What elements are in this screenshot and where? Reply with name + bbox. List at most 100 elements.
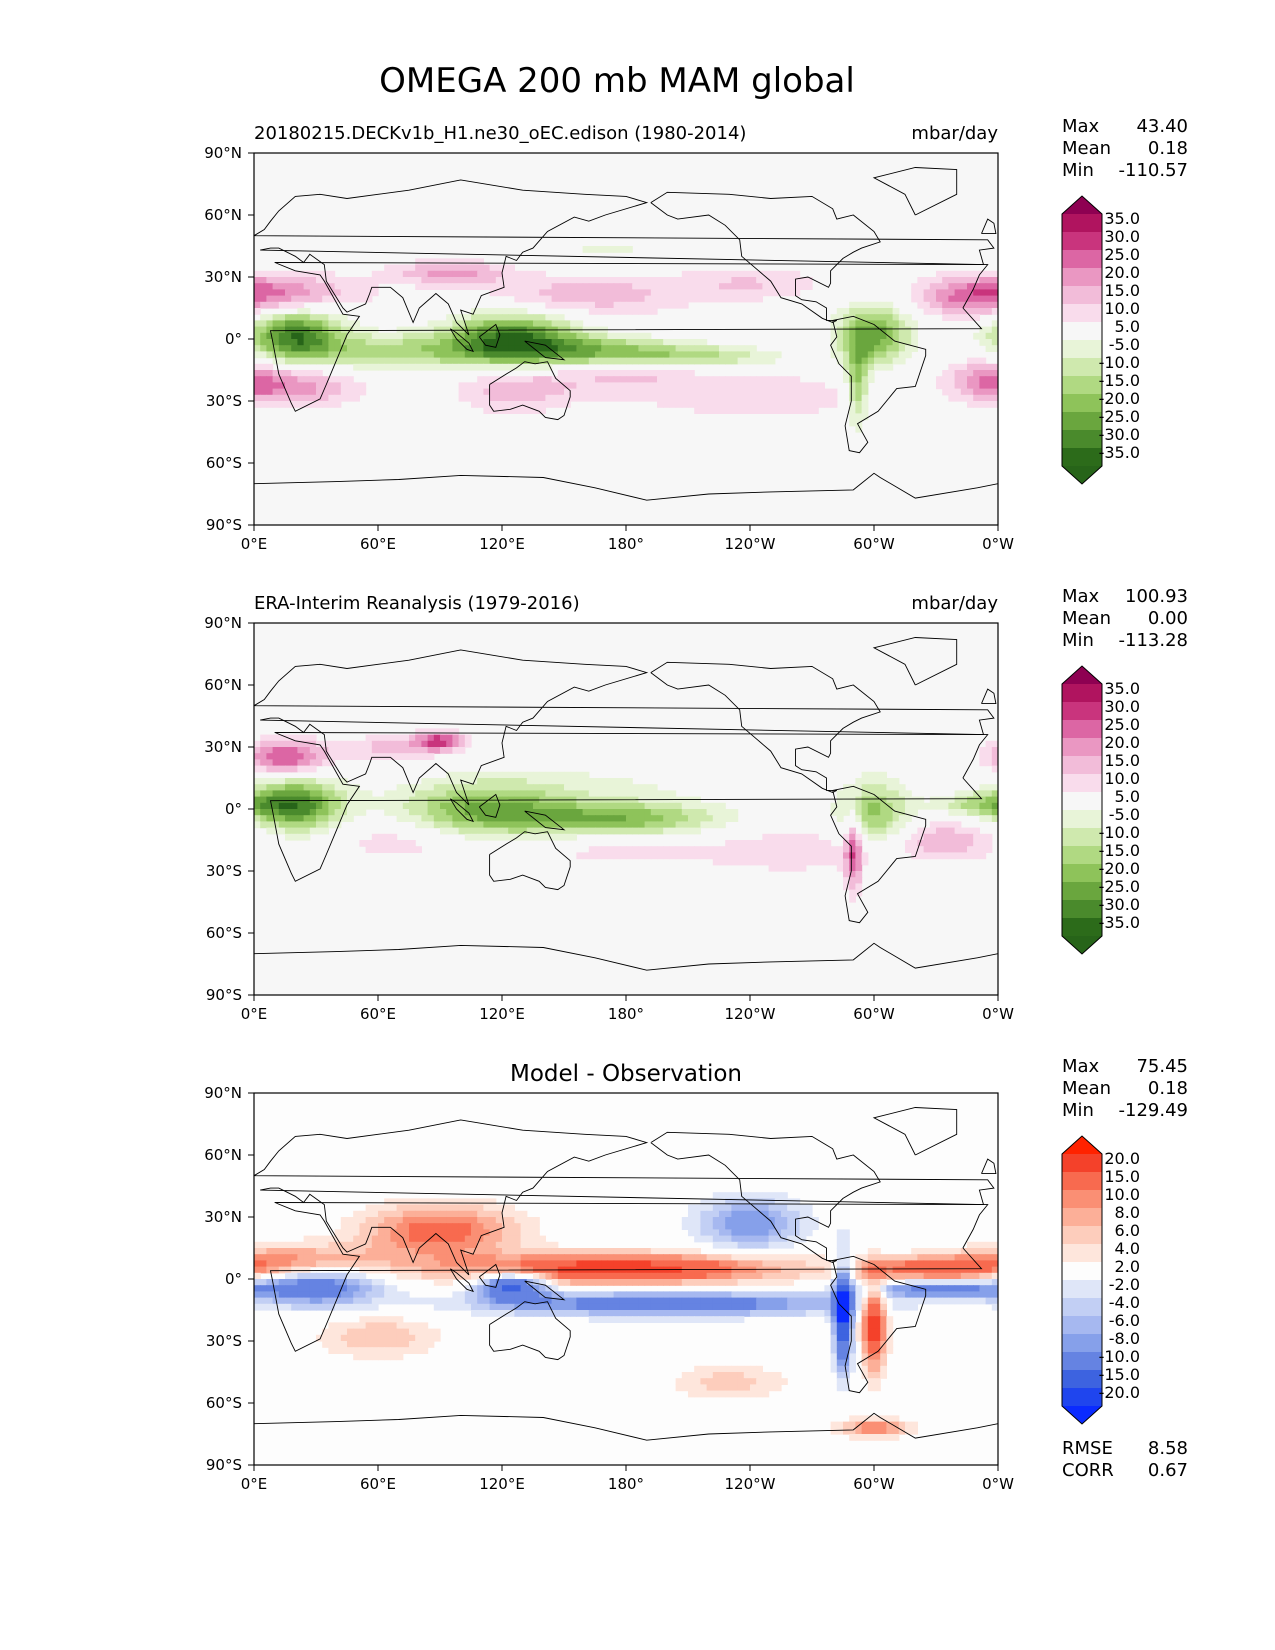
stat-label-max: Max <box>1062 1056 1100 1077</box>
y-tick-label: 60°S <box>206 454 242 472</box>
panel-units: mbar/day <box>911 123 998 144</box>
coastlines <box>254 1107 998 1441</box>
y-tick-label: 30°S <box>206 862 242 880</box>
stat-label-mean: Mean <box>1062 138 1111 159</box>
stat-label-max: Max <box>1062 116 1100 137</box>
colorbar-label: -20.0 <box>1099 1383 1140 1402</box>
colorbar: 20.015.010.08.06.04.02.0-2.0-4.0-6.0-8.0… <box>1061 1135 1140 1425</box>
colorbar-segment <box>1062 1244 1102 1263</box>
y-tick-label: 90°S <box>206 1456 242 1474</box>
colorbar-label: -10.0 <box>1099 1347 1140 1366</box>
colorbar-segment <box>1062 738 1102 757</box>
y-tick-label: 60°N <box>204 1146 242 1164</box>
field-raster <box>254 153 998 525</box>
x-tick-label: 120°E <box>479 535 525 553</box>
colorbar-label: -10.0 <box>1099 353 1140 372</box>
rmse-value: 8.58 <box>1148 1438 1188 1459</box>
x-tick-label: 180° <box>608 1475 644 1493</box>
colorbar-label: 30.0 <box>1104 227 1140 246</box>
colorbar-label: 10.0 <box>1104 769 1140 788</box>
colorbar-segment <box>1062 214 1102 233</box>
x-tick-label: 180° <box>608 535 644 553</box>
colorbar-label: -5.0 <box>1109 335 1140 354</box>
colorbar-segment <box>1062 1226 1102 1245</box>
colorbar-label: -2.0 <box>1109 1275 1140 1294</box>
colorbar-outline <box>1061 195 1103 485</box>
colorbar-label: -15.0 <box>1099 1365 1140 1384</box>
colorbar-extend-top <box>1062 1136 1102 1154</box>
colorbar-segment <box>1062 304 1102 323</box>
colorbar-segment <box>1062 1190 1102 1209</box>
colorbar-label: 6.0 <box>1115 1221 1140 1240</box>
colorbar-segment <box>1062 864 1102 883</box>
colorbar-segment <box>1062 1280 1102 1299</box>
colorbar-label: -25.0 <box>1099 407 1140 426</box>
colorbar-label: 20.0 <box>1104 263 1140 282</box>
colorbar-label: 15.0 <box>1104 1167 1140 1186</box>
colorbar-label: -25.0 <box>1099 877 1140 896</box>
x-tick-label: 60°E <box>360 535 396 553</box>
colorbar-outline <box>1061 1135 1103 1425</box>
stat-label-min: Min <box>1062 160 1094 181</box>
colorbar-label: 8.0 <box>1115 1203 1140 1222</box>
x-tick-label: 60°W <box>853 535 895 553</box>
y-tick-label: 90°S <box>206 516 242 534</box>
colorbar-segment <box>1062 684 1102 703</box>
colorbar-label: 4.0 <box>1115 1239 1140 1258</box>
y-tick-label: 60°N <box>204 676 242 694</box>
y-tick-label: 30°N <box>204 268 242 286</box>
colorbar-label: 20.0 <box>1104 733 1140 752</box>
colorbar-segment <box>1062 756 1102 775</box>
colorbar-segment <box>1062 1370 1102 1389</box>
colorbar-segment <box>1062 412 1102 431</box>
colorbar-segment <box>1062 1388 1102 1407</box>
stat-value-min: -129.49 <box>1119 1100 1188 1121</box>
colorbar-segment <box>1062 1172 1102 1191</box>
colorbar-label: -5.0 <box>1109 805 1140 824</box>
colorbar-outline <box>1061 665 1103 955</box>
colorbar-segment <box>1062 340 1102 359</box>
coastlines <box>254 637 998 971</box>
y-tick-label: 60°S <box>206 924 242 942</box>
colorbar-segment <box>1062 448 1102 467</box>
colorbar-label: -4.0 <box>1109 1293 1140 1312</box>
colorbar-segment <box>1062 322 1102 341</box>
colorbar-segment <box>1062 702 1102 721</box>
panel-model: 20180215.DECKv1b_H1.ne30_oEC.edison (198… <box>204 116 1188 553</box>
x-tick-label: 0°W <box>982 535 1014 553</box>
colorbar-label: -15.0 <box>1099 371 1140 390</box>
stat-value-mean: 0.00 <box>1148 608 1188 629</box>
x-tick-label: 120°W <box>725 1475 776 1493</box>
colorbar-segment <box>1062 846 1102 865</box>
y-tick-label: 0° <box>225 330 242 348</box>
colorbar-segment <box>1062 1334 1102 1353</box>
colorbar-segment <box>1062 900 1102 919</box>
colorbar-label: 25.0 <box>1104 715 1140 734</box>
colorbar-segment <box>1062 286 1102 305</box>
y-tick-label: 90°N <box>204 1084 242 1102</box>
colorbar-label: 35.0 <box>1104 209 1140 228</box>
colorbar-segment <box>1062 268 1102 287</box>
colorbar-label: 15.0 <box>1104 281 1140 300</box>
colorbar-label: -30.0 <box>1099 895 1140 914</box>
y-tick-label: 0° <box>225 800 242 818</box>
stat-value-max: 100.93 <box>1125 586 1188 607</box>
y-tick-label: 90°S <box>206 986 242 1004</box>
x-tick-label: 120°E <box>479 1475 525 1493</box>
coastlines <box>254 167 998 501</box>
stat-value-max: 75.45 <box>1136 1056 1188 1077</box>
colorbar: 35.030.025.020.015.010.05.0-5.0-10.0-15.… <box>1061 195 1140 485</box>
colorbar-label: -20.0 <box>1099 389 1140 408</box>
field-raster <box>254 1093 998 1465</box>
x-tick-label: 180° <box>608 1005 644 1023</box>
colorbar-segment <box>1062 810 1102 829</box>
stat-label-mean: Mean <box>1062 608 1111 629</box>
x-tick-label: 120°W <box>725 1005 776 1023</box>
colorbar-label: 35.0 <box>1104 679 1140 698</box>
y-tick-label: 30°S <box>206 392 242 410</box>
colorbar-segment <box>1062 1154 1102 1173</box>
colorbar-label: -20.0 <box>1099 859 1140 878</box>
colorbar-label: -15.0 <box>1099 841 1140 860</box>
y-tick-label: 0° <box>225 1270 242 1288</box>
